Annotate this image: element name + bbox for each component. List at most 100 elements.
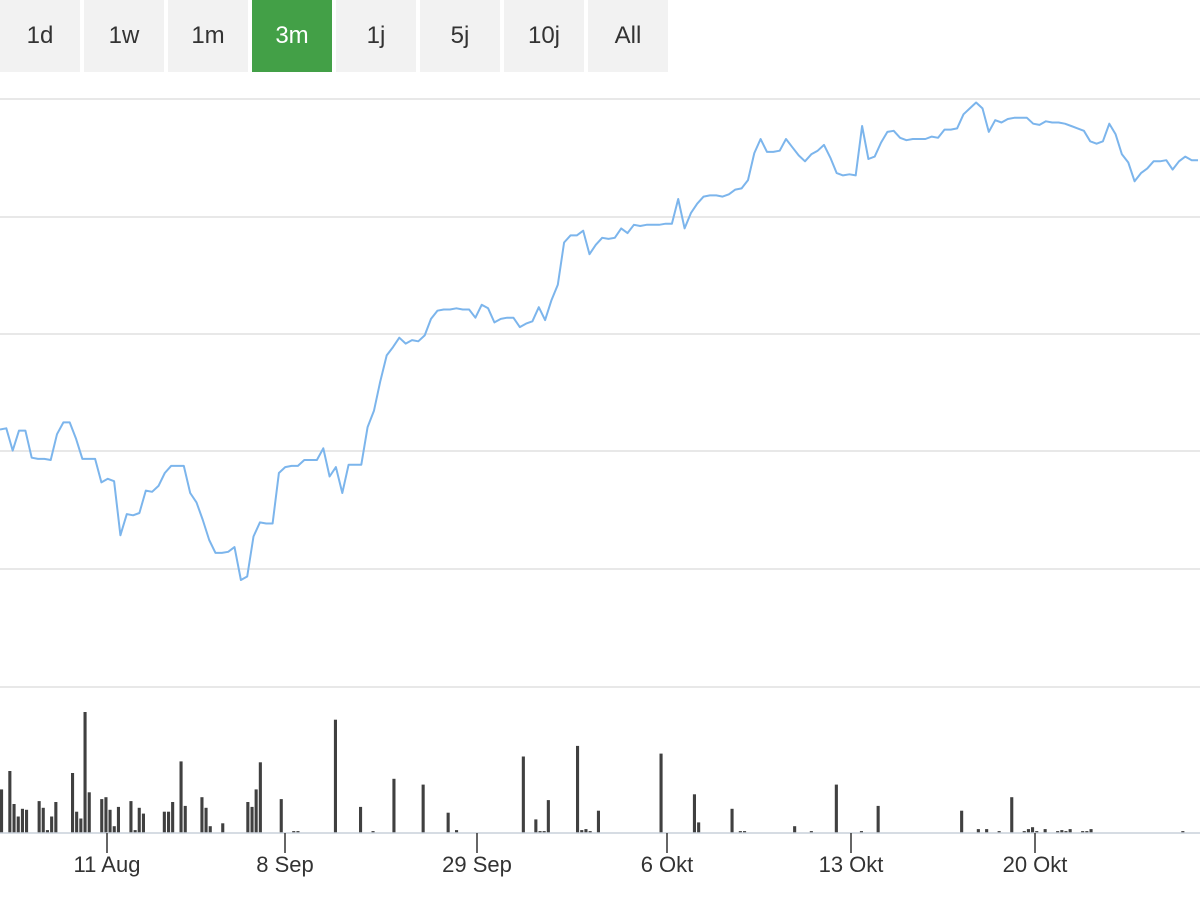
volume-bar: [542, 831, 546, 833]
volume-bar: [876, 805, 880, 833]
volume-bar: [1064, 831, 1068, 833]
volume-bar: [167, 811, 171, 833]
x-tick-label: 13 Okt: [819, 852, 884, 877]
range-button-1m[interactable]: 1m: [168, 0, 248, 72]
volume-bar: [208, 826, 212, 833]
volume-bar: [112, 826, 116, 833]
volume-bar: [1181, 831, 1185, 833]
volume-bar: [546, 800, 550, 833]
volume-bar: [1068, 829, 1072, 833]
volume-bar: [392, 778, 396, 833]
volume-bar: [16, 816, 20, 833]
volume-bar: [1043, 829, 1047, 833]
volume-bar: [258, 762, 262, 833]
volume-bar: [75, 811, 79, 833]
volume-bar: [221, 823, 225, 833]
volume-bar: [41, 807, 45, 833]
volume-bar: [1081, 831, 1085, 833]
range-button-1w[interactable]: 1w: [84, 0, 164, 72]
volume-bar: [1026, 829, 1030, 833]
volume-bar: [116, 806, 120, 833]
volume-bar: [37, 801, 41, 833]
volume-bar: [296, 831, 300, 833]
volume-bar: [50, 816, 54, 833]
volume-bar: [1022, 831, 1026, 833]
volume-bar: [45, 830, 49, 833]
volume-bar: [100, 799, 104, 833]
volume-bar: [1035, 831, 1039, 833]
volume-bar: [133, 830, 137, 833]
volume-bar: [455, 830, 459, 833]
volume-bar: [1056, 831, 1060, 833]
volume-bar: [960, 810, 964, 833]
volume-bar: [104, 797, 108, 833]
x-tick-label: 8 Sep: [256, 852, 314, 877]
volume-bar: [129, 801, 133, 833]
volume-bar: [162, 811, 166, 833]
volume-bar: [521, 756, 525, 833]
volume-bar: [250, 806, 254, 833]
volume-bar: [1085, 831, 1089, 833]
volume-bar: [254, 789, 258, 833]
volume-bar: [12, 804, 16, 833]
volume-bar: [834, 784, 838, 833]
range-button-3m[interactable]: 3m: [252, 0, 332, 72]
volume-bars: [0, 712, 1185, 833]
volume-bar: [1089, 829, 1093, 833]
volume-bar: [976, 829, 980, 833]
volume-bar: [596, 810, 600, 833]
x-tick-label: 29 Sep: [442, 852, 512, 877]
volume-bar: [0, 789, 4, 833]
volume-bar: [446, 812, 450, 833]
volume-bar: [141, 813, 145, 833]
volume-bar: [1010, 797, 1014, 833]
volume-bar: [83, 712, 87, 833]
x-tick-label: 20 Okt: [1003, 852, 1068, 877]
volume-bar: [359, 806, 363, 833]
volume-bar: [79, 818, 83, 833]
volume-bar: [859, 831, 863, 833]
grid-lines: [0, 98, 1200, 688]
range-selector: 1d 1w 1m 3m 1j 5j 10j All: [0, 0, 668, 72]
volume-bar: [538, 831, 542, 833]
volume-bar: [738, 831, 742, 833]
volume-bar: [534, 819, 538, 833]
x-tick-label: 11 Aug: [74, 852, 141, 877]
volume-bar: [71, 773, 75, 833]
volume-bar: [8, 771, 12, 833]
volume-bar: [985, 829, 989, 833]
volume-bar: [659, 753, 663, 833]
volume-bar: [588, 831, 592, 833]
volume-bar: [179, 761, 183, 833]
volume-bar: [743, 831, 747, 833]
range-button-10j[interactable]: 10j: [504, 0, 584, 72]
x-axis: 11 Aug 8 Sep 29 Sep 6 Okt 13 Okt 20 Okt: [0, 832, 1200, 877]
range-button-5j[interactable]: 5j: [420, 0, 500, 72]
volume-bar: [371, 831, 375, 833]
volume-bar: [809, 831, 813, 833]
volume-bar: [1060, 830, 1064, 833]
volume-bar: [997, 831, 1001, 833]
x-tick-label: 6 Okt: [641, 852, 694, 877]
volume-bar: [697, 822, 701, 833]
volume-bar: [183, 805, 187, 833]
volume-bar: [1031, 827, 1035, 833]
volume-bar: [730, 808, 734, 833]
volume-bar: [333, 719, 337, 833]
volume-bar: [584, 829, 588, 833]
volume-bar: [25, 809, 29, 833]
volume-bar: [292, 831, 296, 833]
volume-bar: [576, 745, 580, 833]
range-button-all[interactable]: All: [588, 0, 668, 72]
volume-bar: [171, 802, 175, 833]
price-line: [0, 101, 1198, 581]
volume-bar: [246, 802, 250, 833]
volume-bar: [54, 802, 58, 833]
volume-bar: [204, 807, 208, 833]
volume-bar: [200, 797, 204, 833]
volume-bar: [692, 794, 696, 833]
volume-bar: [20, 808, 24, 833]
range-button-1j[interactable]: 1j: [336, 0, 416, 72]
range-button-1d[interactable]: 1d: [0, 0, 80, 72]
